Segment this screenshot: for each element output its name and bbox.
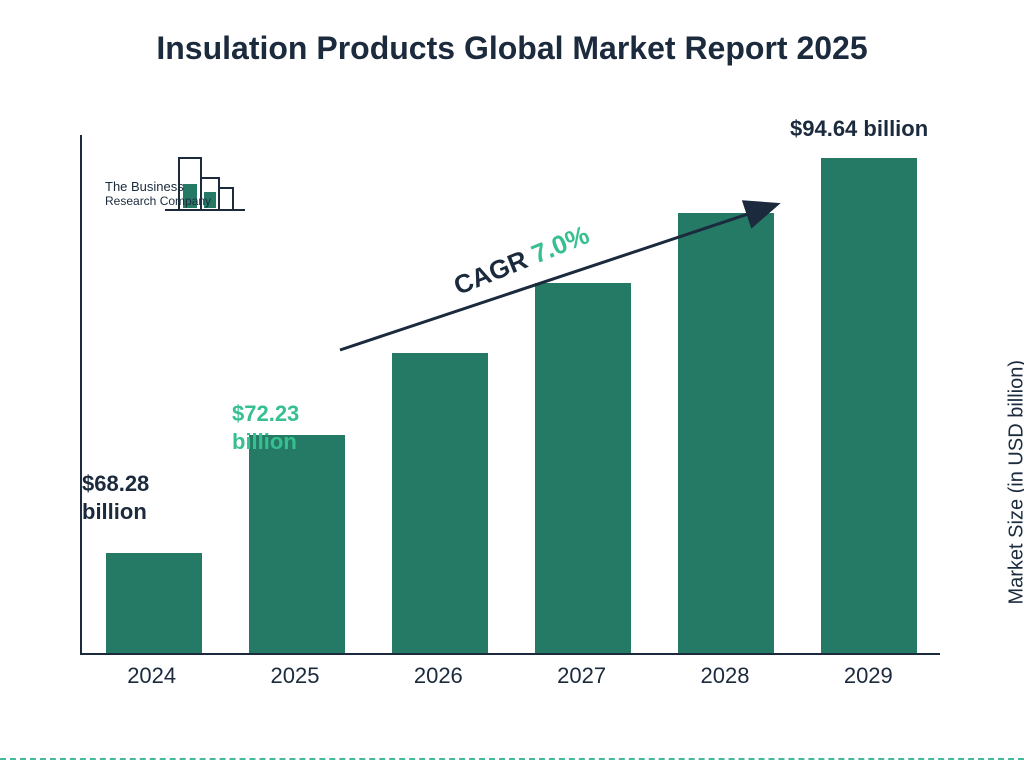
bar-2029	[821, 158, 917, 653]
bars-container	[80, 135, 940, 655]
bar-slot-2029	[797, 135, 940, 653]
bottom-divider	[0, 758, 1024, 760]
x-label-2028: 2028	[653, 655, 796, 695]
x-label-2025: 2025	[223, 655, 366, 695]
bar-slot-2026	[368, 135, 511, 653]
x-label-2029: 2029	[797, 655, 940, 695]
bar-slot-2024	[82, 135, 225, 653]
value-label-2024: $68.28 billion	[82, 470, 202, 525]
bar-slot-2025	[225, 135, 368, 653]
bar-2026	[392, 353, 488, 653]
bar-slot-2027	[511, 135, 654, 653]
x-axis-labels: 2024 2025 2026 2027 2028 2029	[80, 655, 940, 695]
bar-2028	[678, 213, 774, 653]
bar-2027	[535, 283, 631, 653]
x-label-2024: 2024	[80, 655, 223, 695]
chart-title: Insulation Products Global Market Report…	[0, 0, 1024, 68]
chart-area: 2024 2025 2026 2027 2028 2029	[80, 135, 940, 695]
x-label-2026: 2026	[367, 655, 510, 695]
value-label-2029: $94.64 billion	[790, 115, 970, 143]
bar-2025	[249, 435, 345, 653]
value-label-2025: $72.23 billion	[232, 400, 352, 455]
y-axis-label: Market Size (in USD billion)	[1006, 360, 1024, 605]
x-label-2027: 2027	[510, 655, 653, 695]
bar-2024	[106, 553, 202, 653]
bar-slot-2028	[654, 135, 797, 653]
